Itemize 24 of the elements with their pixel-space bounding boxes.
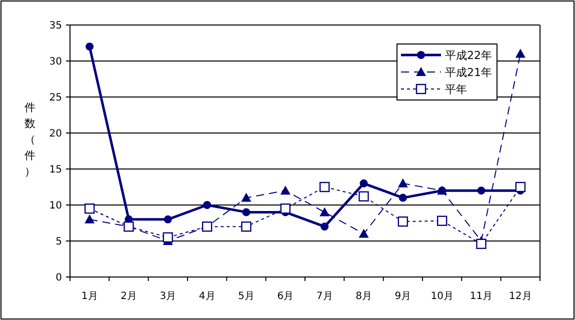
x-tick-label: 9月 <box>394 291 412 302</box>
x-tick-label: 11月 <box>470 291 493 302</box>
x-tick-label: 12月 <box>509 291 532 302</box>
x-tick-label: 8月 <box>356 291 372 302</box>
y-tick-label: 0 <box>56 272 62 284</box>
y-tick-label: 10 <box>49 200 62 212</box>
y-tick-label: 15 <box>49 164 62 176</box>
x-tick-label: 6月 <box>277 291 294 302</box>
x-tick-label: 2月 <box>120 291 137 302</box>
x-tick-label: 3月 <box>160 291 176 302</box>
y-axis-title: 件数（件） <box>24 101 36 178</box>
x-tick-label: 1月 <box>81 291 98 302</box>
legend-label: 平年 <box>445 82 467 96</box>
x-tick-label: 7月 <box>316 291 333 302</box>
y-tick-label: 5 <box>56 236 62 248</box>
x-tick-label: 5月 <box>238 291 254 302</box>
x-tick-label: 4月 <box>198 291 216 302</box>
y-tick-label: 25 <box>49 92 62 104</box>
x-tick-label: 10月 <box>430 291 454 302</box>
y-tick-label: 20 <box>49 128 62 140</box>
legend-label: 平成21年 <box>445 66 492 79</box>
y-tick-label: 30 <box>49 56 62 68</box>
y-tick-label: 35 <box>49 20 62 32</box>
legend-label: 平成22年 <box>445 48 492 62</box>
